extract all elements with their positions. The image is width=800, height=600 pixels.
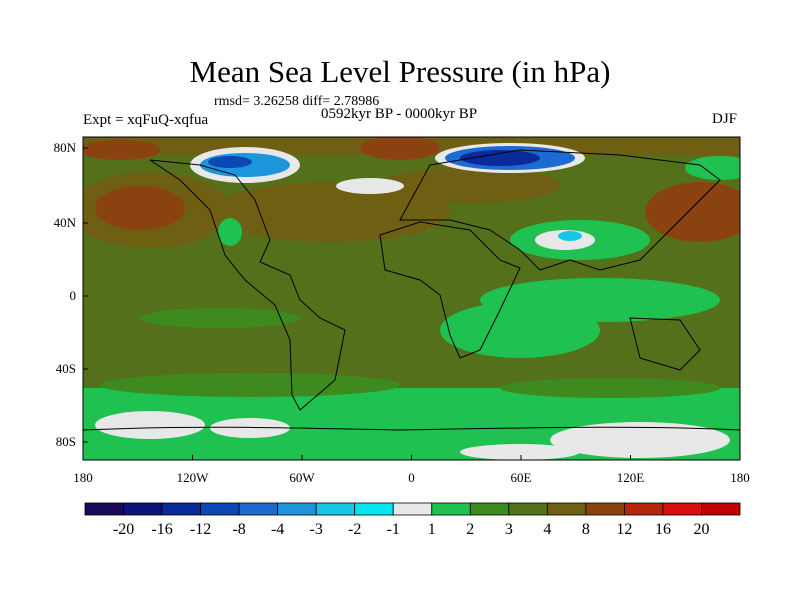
lon-label: 180 bbox=[73, 470, 93, 485]
colorbar-swatch bbox=[469, 502, 510, 516]
colorbar-swatch bbox=[84, 502, 124, 516]
colorbar-label: -4 bbox=[271, 521, 284, 538]
coastline-americas bbox=[149, 159, 346, 411]
chart-title: Mean Sea Level Pressure (in hPa) bbox=[189, 54, 611, 89]
lat-label: 0 bbox=[70, 288, 77, 303]
region-indian-ocean-green bbox=[440, 302, 600, 358]
lon-label: 60E bbox=[511, 470, 532, 485]
colorbar-label: 20 bbox=[693, 521, 709, 538]
colorbar-swatch bbox=[315, 502, 356, 516]
coastline-africa bbox=[379, 221, 521, 359]
region-atlantic-white bbox=[336, 178, 404, 194]
region-antarctic-white-east bbox=[550, 422, 730, 458]
colorbar-swatch bbox=[200, 502, 240, 516]
lon-label: 180 bbox=[730, 470, 750, 485]
region-bering-core bbox=[83, 140, 160, 160]
region-tibet-low bbox=[558, 231, 582, 241]
region-eurasia-high bbox=[380, 167, 560, 203]
region-siberia-green bbox=[685, 156, 740, 180]
colorbar-swatch bbox=[392, 502, 433, 516]
season-label: DJF bbox=[712, 111, 738, 127]
colorbar-label: 1 bbox=[428, 521, 436, 538]
region-pacific-tropics bbox=[140, 308, 300, 328]
coastline-antarctica bbox=[83, 426, 740, 431]
map-field bbox=[83, 137, 740, 460]
colorbar-label: -3 bbox=[310, 521, 323, 538]
colorbar-label: -12 bbox=[190, 521, 211, 538]
lon-label: 120E bbox=[617, 470, 645, 485]
colorbar-swatch bbox=[508, 502, 548, 516]
region-arctic-core bbox=[360, 137, 440, 160]
region-south-mid-lat bbox=[100, 373, 400, 397]
lat-label: 80S bbox=[56, 434, 76, 449]
colorbar-swatch bbox=[701, 502, 741, 516]
region-antarctic-white-west bbox=[95, 411, 205, 439]
coastline-eurasia bbox=[399, 149, 721, 271]
period-text: 0592kyr BP - 0000kyr BP bbox=[321, 106, 478, 122]
region-antarctic-white-south bbox=[460, 444, 580, 460]
colorbar-swatch bbox=[585, 502, 625, 516]
colorbar-swatch bbox=[624, 502, 664, 516]
stats-text: rmsd= 3.26258 diff= 2.78986 bbox=[214, 94, 380, 109]
colorbar-swatch bbox=[238, 502, 279, 516]
colorbar-label: 16 bbox=[655, 521, 671, 538]
colorbar-swatch bbox=[161, 502, 201, 516]
colorbar-label: -1 bbox=[387, 521, 400, 538]
region-west-pacific-core bbox=[645, 182, 740, 242]
region-atlantic-green bbox=[218, 218, 242, 246]
region-south-indian bbox=[500, 378, 720, 398]
coastline-australia bbox=[629, 317, 701, 371]
colorbar-label: -2 bbox=[348, 521, 361, 538]
region-north-pacific-core bbox=[95, 186, 185, 230]
region-antarctic-white-mid bbox=[210, 418, 290, 438]
colorbar-swatch bbox=[662, 502, 702, 516]
colorbar-label: -20 bbox=[113, 521, 134, 538]
colorbar-swatch bbox=[123, 502, 163, 516]
colorbar-label: 8 bbox=[582, 521, 590, 538]
lat-label: 40S bbox=[56, 361, 76, 376]
lat-label: 80N bbox=[54, 140, 77, 155]
colorbar-label: 4 bbox=[543, 521, 551, 538]
coastlines bbox=[83, 149, 740, 431]
colorbar-swatch bbox=[277, 502, 317, 516]
lon-label: 120W bbox=[177, 470, 210, 485]
axis-layer: 80N 40N 0 40S 80S 180 120W 60W 0 60E 120E 180 bbox=[54, 140, 750, 485]
colorbar-swatch bbox=[354, 502, 394, 516]
experiment-label: Expt = xqFuQ-xqfua bbox=[83, 112, 209, 128]
colorbar-label: 12 bbox=[616, 521, 632, 538]
region-canada-low-core bbox=[208, 156, 252, 168]
colorbar: -20 -16 -12 -8 -4 -3 -2 -1 1 2 3 4 8 12 16 20 bbox=[84, 502, 741, 538]
lat-label: 40N bbox=[54, 215, 77, 230]
region-siberia-low-core bbox=[460, 150, 540, 166]
colorbar-label: 3 bbox=[505, 521, 513, 538]
colorbar-label: -16 bbox=[151, 521, 172, 538]
colorbar-label: -8 bbox=[232, 521, 245, 538]
lon-label: 60W bbox=[289, 470, 315, 485]
colorbar-label: 2 bbox=[466, 521, 474, 538]
lon-label: 0 bbox=[408, 470, 415, 485]
colorbar-swatch bbox=[546, 502, 587, 516]
region-north-atlantic-high bbox=[210, 182, 450, 242]
colorbar-swatch bbox=[431, 502, 471, 516]
